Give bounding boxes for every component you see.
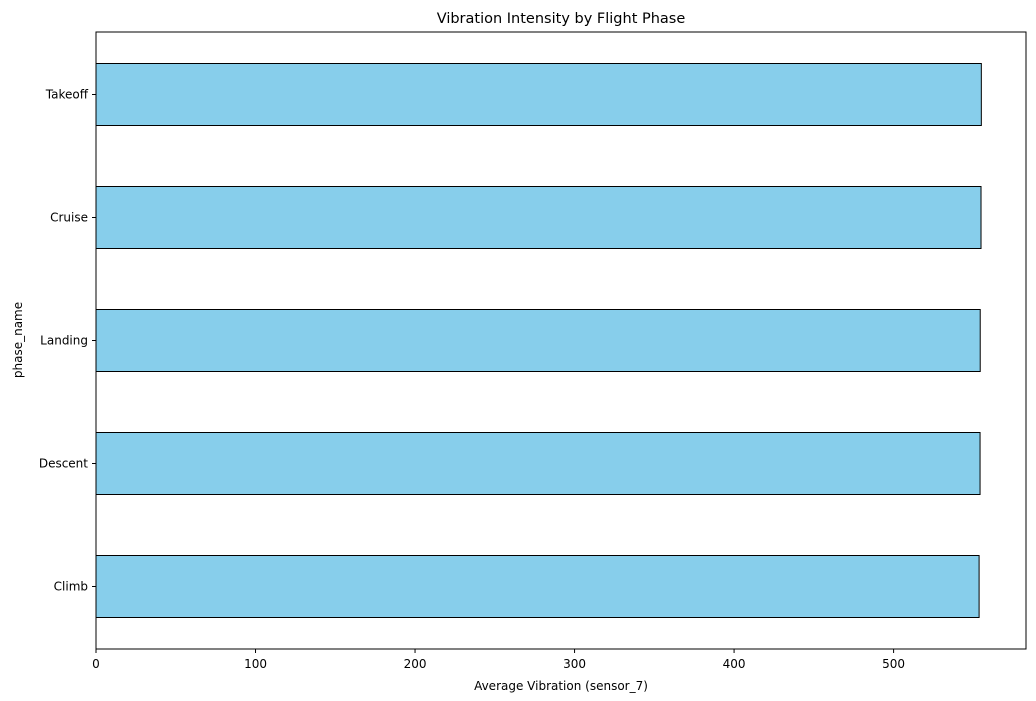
bar-landing (95, 309, 981, 372)
bar-takeoff (95, 63, 982, 126)
bar-descent (95, 432, 981, 495)
y-tick-label: Descent (39, 457, 88, 471)
plot-frame (95, 31, 1027, 650)
x-tick-label: 500 (882, 657, 905, 671)
x-tick-label: 200 (404, 657, 427, 671)
x-axis-label: Average Vibration (sensor_7) (474, 679, 648, 693)
x-tick-label: 400 (723, 657, 746, 671)
y-tick-label: Climb (54, 580, 88, 594)
x-ticks-group: 0 100 200 300 400 500 (92, 649, 905, 671)
y-ticks-group: Climb Descent Landing Cruise Takeoff (39, 88, 96, 594)
x-tick-label: 300 (563, 657, 586, 671)
x-tick-label: 100 (244, 657, 267, 671)
chart-title: Vibration Intensity by Flight Phase (437, 11, 686, 27)
bar-cruise (95, 186, 982, 249)
y-tick-label: Takeoff (45, 88, 89, 102)
y-axis-label: phase_name (11, 302, 25, 378)
bar-climb (95, 555, 980, 618)
x-tick-label: 0 (92, 657, 100, 671)
y-tick-label: Landing (40, 334, 88, 348)
bars-group (95, 63, 982, 618)
y-tick-label: Cruise (50, 211, 88, 225)
